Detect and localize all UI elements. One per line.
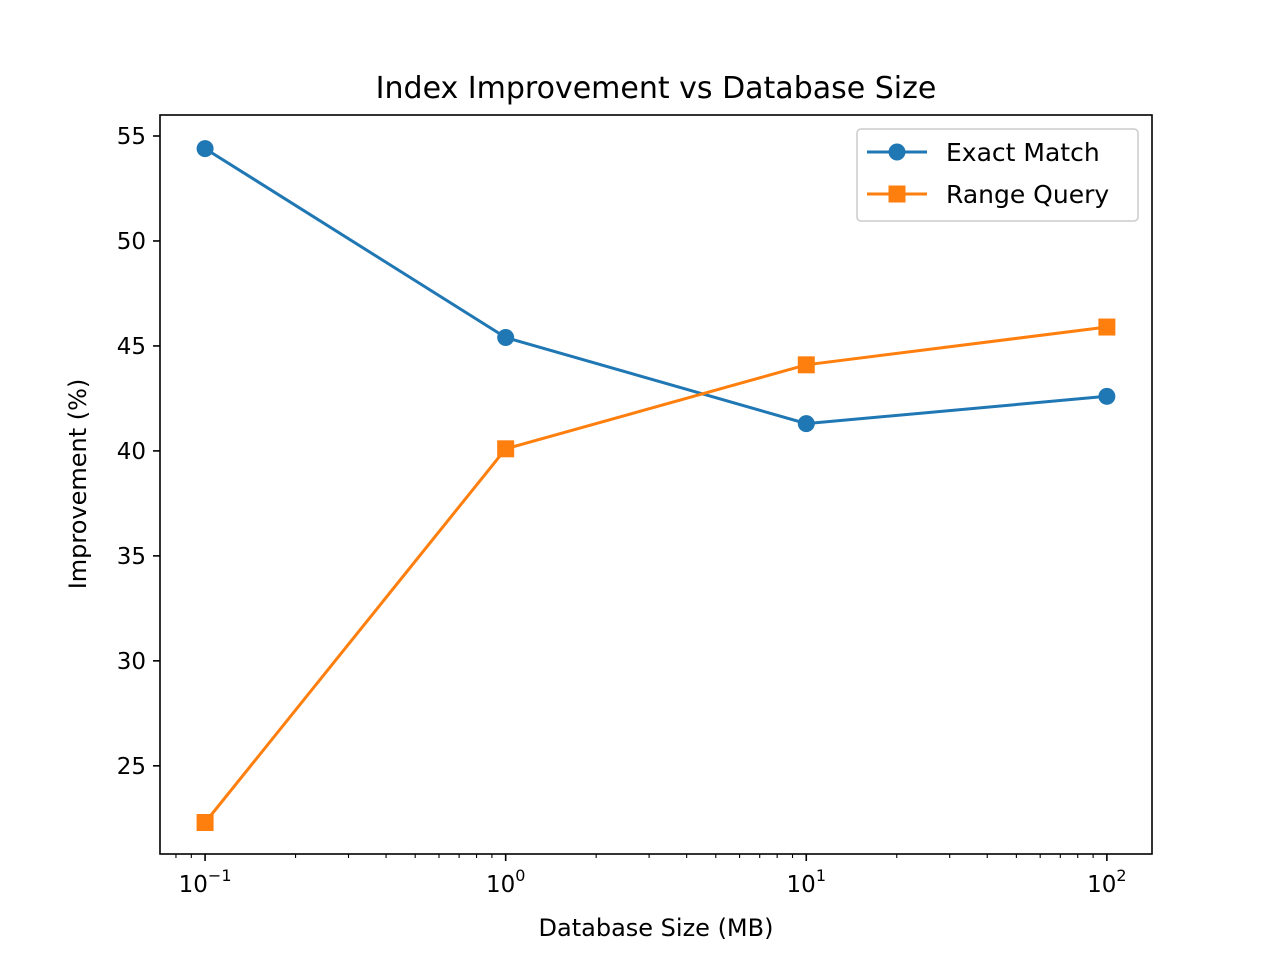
x-tick-label: 101 xyxy=(787,866,826,898)
x-axis-label: Database Size (MB) xyxy=(539,914,774,942)
series-range-query xyxy=(196,318,1116,832)
legend-label: Exact Match xyxy=(946,138,1100,167)
y-tick-label: 45 xyxy=(117,334,146,360)
chart-title: Index Improvement vs Database Size xyxy=(376,71,937,106)
y-tick-label: 30 xyxy=(117,649,146,675)
y-tick-label: 40 xyxy=(117,439,146,465)
data-point xyxy=(196,814,214,832)
legend-box xyxy=(856,128,1139,222)
series-exact-match xyxy=(196,140,1116,433)
x-tick-label: 10−1 xyxy=(179,866,232,898)
data-point xyxy=(196,140,214,158)
legend-marker xyxy=(888,143,906,161)
legend-marker xyxy=(888,185,906,203)
legend-item: Exact Match xyxy=(867,138,1100,167)
y-tick-label: 25 xyxy=(117,754,146,780)
data-point xyxy=(797,415,815,433)
data-point xyxy=(797,356,815,374)
legend-item: Range Query xyxy=(867,180,1109,209)
x-tick-label: 102 xyxy=(1087,866,1126,898)
data-point xyxy=(1098,387,1116,405)
y-tick-label: 50 xyxy=(117,229,146,255)
plot-area-frame xyxy=(159,114,1153,855)
axis-ticks: 25 30 35 40 45 50 55 10−1 100 101 102 xyxy=(117,124,1127,898)
legend: Exact Match Range Query xyxy=(856,128,1139,222)
data-point xyxy=(1098,318,1116,336)
y-tick-label: 55 xyxy=(117,124,146,150)
data-point xyxy=(497,440,515,458)
series-line xyxy=(203,325,1108,824)
series-line xyxy=(204,147,1108,426)
data-point xyxy=(497,329,515,347)
x-tick-label: 100 xyxy=(486,866,525,898)
series-layer xyxy=(196,140,1116,832)
y-tick-label: 35 xyxy=(117,544,146,570)
legend-label: Range Query xyxy=(946,180,1109,209)
y-axis-label: Improvement (%) xyxy=(64,379,92,590)
